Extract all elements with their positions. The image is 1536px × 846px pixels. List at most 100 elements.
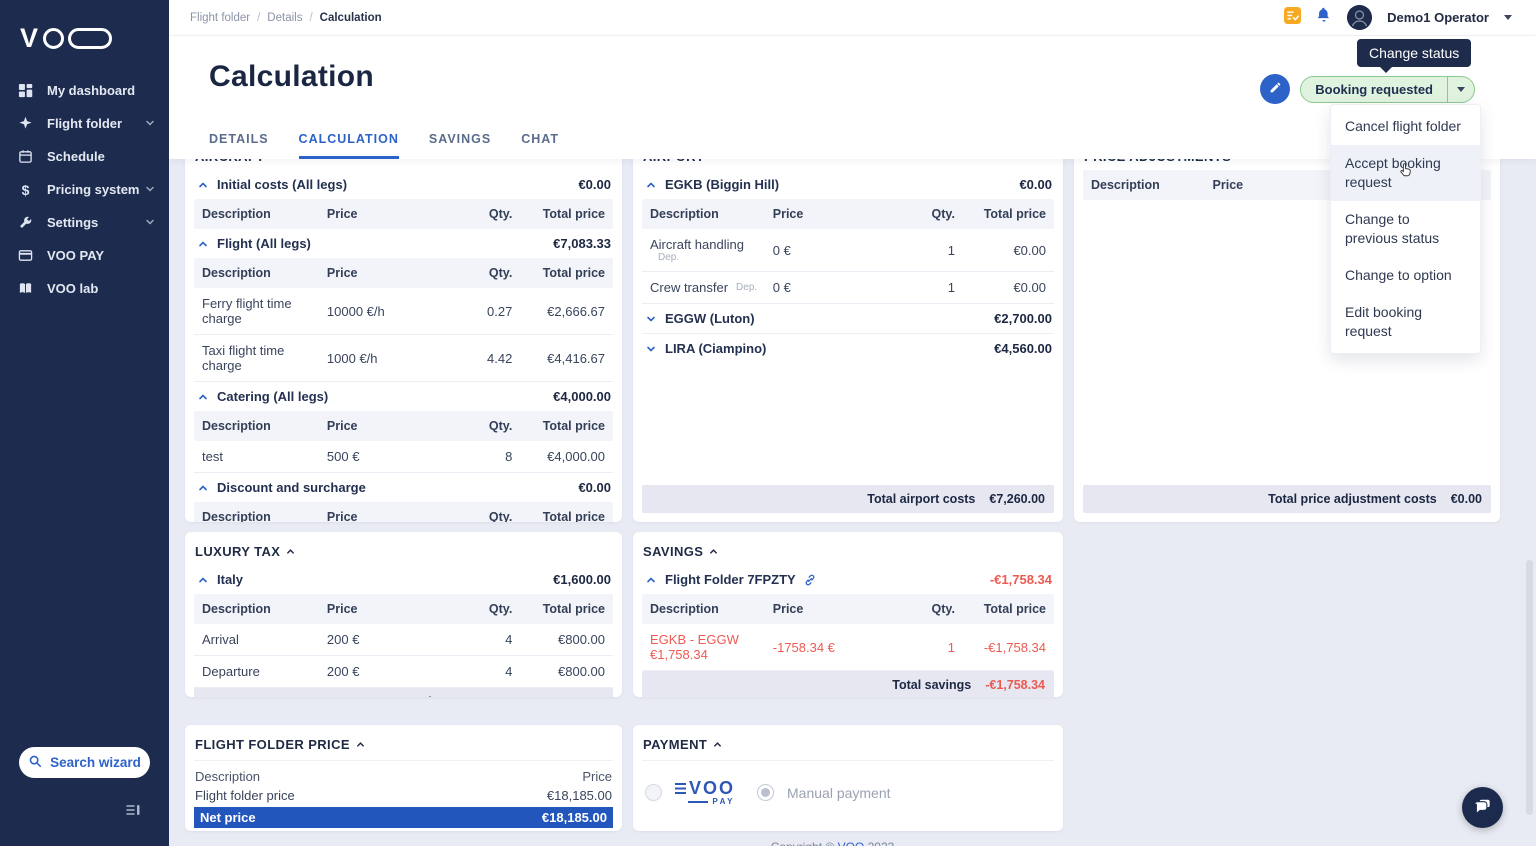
sidebar-item-pricing-system[interactable]: $ Pricing system xyxy=(0,173,169,206)
voopay-radio[interactable] xyxy=(645,784,662,801)
payment-option-voopay[interactable]: VOO PAY xyxy=(645,779,735,806)
col-price: Price xyxy=(773,602,900,616)
manual-payment-radio[interactable] xyxy=(757,784,774,801)
payment-option-manual[interactable]: Manual payment xyxy=(757,784,891,801)
airport-panel: AIRPORT EGKB (Biggin Hill) €0.00 Descrip… xyxy=(633,159,1063,522)
cell-description: Aircraft handlingDep. xyxy=(650,237,773,263)
bell-icon[interactable] xyxy=(1316,7,1332,28)
group-amount: €4,560.00 xyxy=(994,341,1052,356)
sidebar-item-flight-folder[interactable]: Flight folder xyxy=(0,107,169,140)
cost-group-eggw[interactable]: EGGW (Luton) €2,700.00 xyxy=(642,304,1054,333)
topbar-actions: Demo1 Operator xyxy=(1284,5,1512,30)
flight-folder-price-panel-title[interactable]: FLIGHT FOLDER PRICE xyxy=(195,737,612,752)
search-icon xyxy=(28,754,42,771)
voopay-logo-dash xyxy=(688,801,708,803)
cost-group-flight[interactable]: Flight (All legs) €7,083.33 xyxy=(194,229,613,258)
net-price-label: Net price xyxy=(200,810,256,825)
total-value: €7,260.00 xyxy=(989,492,1045,506)
collapse-sidebar-icon[interactable] xyxy=(125,802,141,818)
net-price-value: €18,185.00 xyxy=(542,810,607,825)
sidebar-item-voo-pay[interactable]: VOO PAY xyxy=(0,239,169,272)
savings-panel-title[interactable]: SAVINGS xyxy=(643,544,1053,559)
cell-price: €18,185.00 xyxy=(547,788,612,803)
tab-savings[interactable]: SAVINGS xyxy=(429,132,491,159)
change-status-tooltip: Change status xyxy=(1357,39,1471,67)
status-dropdown-toggle[interactable] xyxy=(1447,77,1474,102)
col-price: Price xyxy=(327,266,456,280)
col-total: Total price xyxy=(955,207,1046,221)
chevron-down-icon xyxy=(145,182,155,197)
tab-calculation[interactable]: CALCULATION xyxy=(299,132,399,159)
voo-logo[interactable]: V xyxy=(0,0,169,60)
logo-circle xyxy=(43,28,64,49)
col-total: Total price xyxy=(512,419,605,433)
col-total: Total price xyxy=(512,266,605,280)
sidebar-item-my-dashboard[interactable]: My dashboard xyxy=(0,74,169,107)
sidebar-item-settings[interactable]: Settings xyxy=(0,206,169,239)
breadcrumb-details[interactable]: Details xyxy=(267,12,302,24)
cell-price: -1758.34 € xyxy=(773,640,900,655)
voopay-logo: VOO PAY xyxy=(675,779,735,806)
tab-chat[interactable]: CHAT xyxy=(521,132,559,159)
user-name[interactable]: Demo1 Operator xyxy=(1387,10,1489,25)
menu-item-cancel-flight-folder[interactable]: Cancel flight folder xyxy=(1331,108,1480,145)
logo-letter: V xyxy=(20,23,39,54)
group-amount: €2,700.00 xyxy=(994,311,1052,326)
tab-details[interactable]: DETAILS xyxy=(209,132,269,159)
scrollbar-thumb[interactable] xyxy=(1526,560,1533,815)
panel-title-text: FLIGHT FOLDER PRICE xyxy=(195,737,350,752)
table-row: test 500 € 8 €4,000.00 xyxy=(194,441,613,473)
page-title: Calculation xyxy=(209,60,374,94)
sidebar-item-label: Settings xyxy=(47,215,145,230)
menu-item-change-to-previous-status[interactable]: Change to previous status xyxy=(1331,201,1480,257)
group-name: Discount and surcharge xyxy=(217,480,366,495)
chevron-up-icon xyxy=(196,180,210,190)
sidebar-item-schedule[interactable]: Schedule xyxy=(0,140,169,173)
cost-group-catering[interactable]: Catering (All legs) €4,000.00 xyxy=(194,382,613,411)
cell-description: Flight folder price xyxy=(195,788,295,803)
cell-qty: 8 xyxy=(456,449,512,464)
breadcrumb-flight-folder[interactable]: Flight folder xyxy=(190,12,250,24)
link-icon[interactable] xyxy=(803,573,817,587)
cost-group-initial-costs[interactable]: Initial costs (All legs) €0.00 xyxy=(194,170,613,199)
menu-item-edit-booking-request[interactable]: Edit booking request xyxy=(1331,294,1480,350)
search-wizard-label: Search wizard xyxy=(50,755,141,770)
pencil-icon xyxy=(1269,81,1282,97)
savings-total-row: Total savings -€1,758.34 xyxy=(642,671,1054,697)
total-value: €1,600.00 xyxy=(548,695,604,697)
luxury-tax-panel-title[interactable]: LUXURY TAX xyxy=(195,544,612,559)
search-wizard-button[interactable]: Search wizard xyxy=(19,747,150,778)
cost-group-lira[interactable]: LIRA (Ciampino) €4,560.00 xyxy=(642,333,1054,363)
avatar[interactable] xyxy=(1347,5,1372,30)
sidebar-item-label: My dashboard xyxy=(47,83,155,98)
col-description: Description xyxy=(195,769,260,784)
chevron-down-icon xyxy=(145,116,155,131)
cost-group-flight-folder-7fpzty[interactable]: Flight Folder 7FPZTY -€1,758.34 xyxy=(642,565,1054,594)
breadcrumb-current: Calculation xyxy=(320,12,382,24)
total-label: Total Luxury tax costs xyxy=(403,695,535,697)
luxury-tax-panel: LUXURY TAX Italy €1,600.00 Description P… xyxy=(185,532,622,697)
user-menu-caret-icon[interactable] xyxy=(1504,15,1512,20)
menu-item-change-to-option[interactable]: Change to option xyxy=(1331,257,1480,294)
chevron-up-icon xyxy=(196,483,210,493)
status-dropdown-menu: Cancel flight folder Accept booking requ… xyxy=(1330,104,1481,354)
status-button[interactable]: Booking requested xyxy=(1300,76,1475,103)
panel-title-text: LUXURY TAX xyxy=(195,544,280,559)
breadcrumb-separator: / xyxy=(309,12,312,24)
cost-group-egkb[interactable]: EGKB (Biggin Hill) €0.00 xyxy=(642,170,1054,199)
sidebar-item-voo-lab[interactable]: VOO lab xyxy=(0,272,169,305)
chat-widget-button[interactable] xyxy=(1462,787,1503,828)
cost-group-italy[interactable]: Italy €1,600.00 xyxy=(194,565,613,594)
group-name: Flight Folder 7FPZTY xyxy=(665,572,796,587)
tasks-icon[interactable] xyxy=(1284,7,1301,29)
breadcrumb: Flight folder / Details / Calculation xyxy=(190,12,382,24)
total-value: -€1,758.34 xyxy=(985,678,1045,692)
footer-voo-link[interactable]: VOO xyxy=(838,840,865,846)
edit-button[interactable] xyxy=(1260,74,1290,104)
table-row: Aircraft handlingDep. 0 € 1 €0.00 xyxy=(642,229,1054,272)
credit-card-icon xyxy=(17,247,34,264)
menu-item-accept-booking-request[interactable]: Accept booking request xyxy=(1331,145,1480,201)
col-description: Description xyxy=(202,207,327,221)
cost-group-discount-surcharge[interactable]: Discount and surcharge €0.00 xyxy=(194,473,613,502)
payment-panel-title[interactable]: PAYMENT xyxy=(643,737,1053,752)
